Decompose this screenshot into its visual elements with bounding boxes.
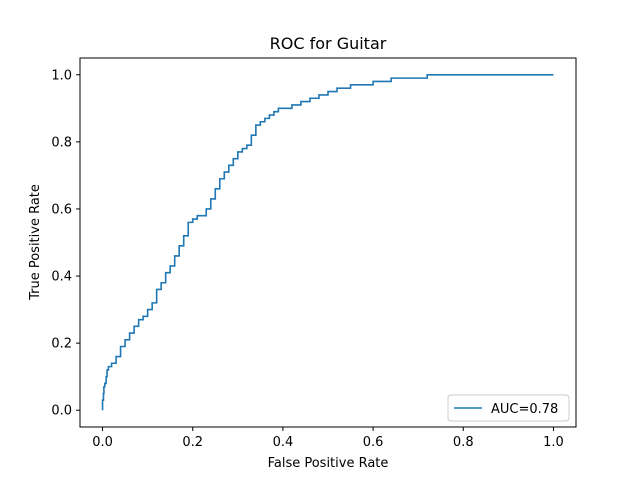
x-tick-label: 1.0 (543, 435, 564, 450)
y-tick-label: 1.0 (51, 68, 72, 83)
roc-curve-series-0 (101, 73, 554, 411)
y-tick-label: 0.4 (51, 270, 72, 285)
x-tick-label: 0.0 (92, 435, 113, 450)
x-tick-label: 0.6 (363, 435, 384, 450)
x-tick-label: 0.4 (273, 435, 294, 450)
y-axis: 0.0 0.2 0.4 0.6 0.8 1.0 (51, 68, 80, 419)
legend-box (447, 394, 570, 422)
y-tick-label: 0.2 (51, 337, 72, 352)
series-layer (101, 73, 554, 411)
x-tick-label: 0.2 (182, 435, 203, 450)
plot-frame (79, 57, 577, 428)
legend-label: AUC=0.78 (491, 402, 558, 417)
y-axis-title: True Positive Rate (28, 184, 43, 301)
legend: AUC=0.78 (447, 394, 570, 422)
x-axis-title: False Positive Rate (268, 456, 389, 471)
x-tick-label: 0.8 (453, 435, 474, 450)
chart-title: ROC for Guitar (270, 34, 387, 53)
y-tick-label: 0.8 (51, 135, 72, 150)
y-tick-label: 0.0 (51, 404, 72, 419)
y-tick-label: 0.6 (51, 202, 72, 217)
x-axis: 0.0 0.2 0.4 0.6 0.8 1.0 (92, 427, 564, 450)
